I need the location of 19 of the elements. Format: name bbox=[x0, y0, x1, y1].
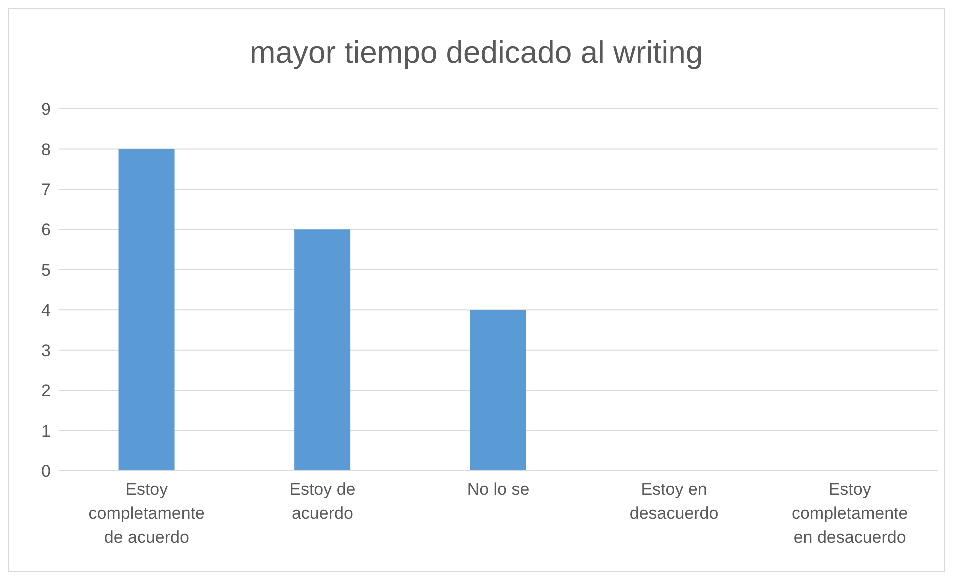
y-tick-label: 3 bbox=[42, 341, 51, 360]
y-tick-label: 1 bbox=[42, 422, 51, 441]
y-tick-label: 0 bbox=[42, 462, 51, 482]
y-tick-label: 7 bbox=[42, 180, 51, 200]
x-tick-label: No lo se bbox=[467, 480, 530, 499]
x-tick-label: Estoy completamente de acuerdo bbox=[88, 480, 206, 547]
x-tick-label: Estoy de acuerdo bbox=[290, 480, 356, 523]
y-tick-label: 6 bbox=[42, 220, 51, 240]
bar bbox=[294, 230, 351, 471]
y-tick-label: 4 bbox=[42, 301, 51, 320]
y-tick-label: 9 bbox=[42, 100, 51, 120]
x-tick-label: Estoy completamente en desacuerdo bbox=[792, 480, 908, 547]
x-tick-label: Estoy en desacuerdo bbox=[630, 480, 719, 523]
y-tick-label: 8 bbox=[42, 140, 51, 160]
y-tick-label: 5 bbox=[42, 260, 51, 280]
bar bbox=[470, 310, 526, 471]
y-tick-label: 2 bbox=[42, 382, 51, 401]
chart-title: mayor tiempo dedicado al writing bbox=[248, 35, 704, 71]
bar bbox=[118, 149, 175, 471]
